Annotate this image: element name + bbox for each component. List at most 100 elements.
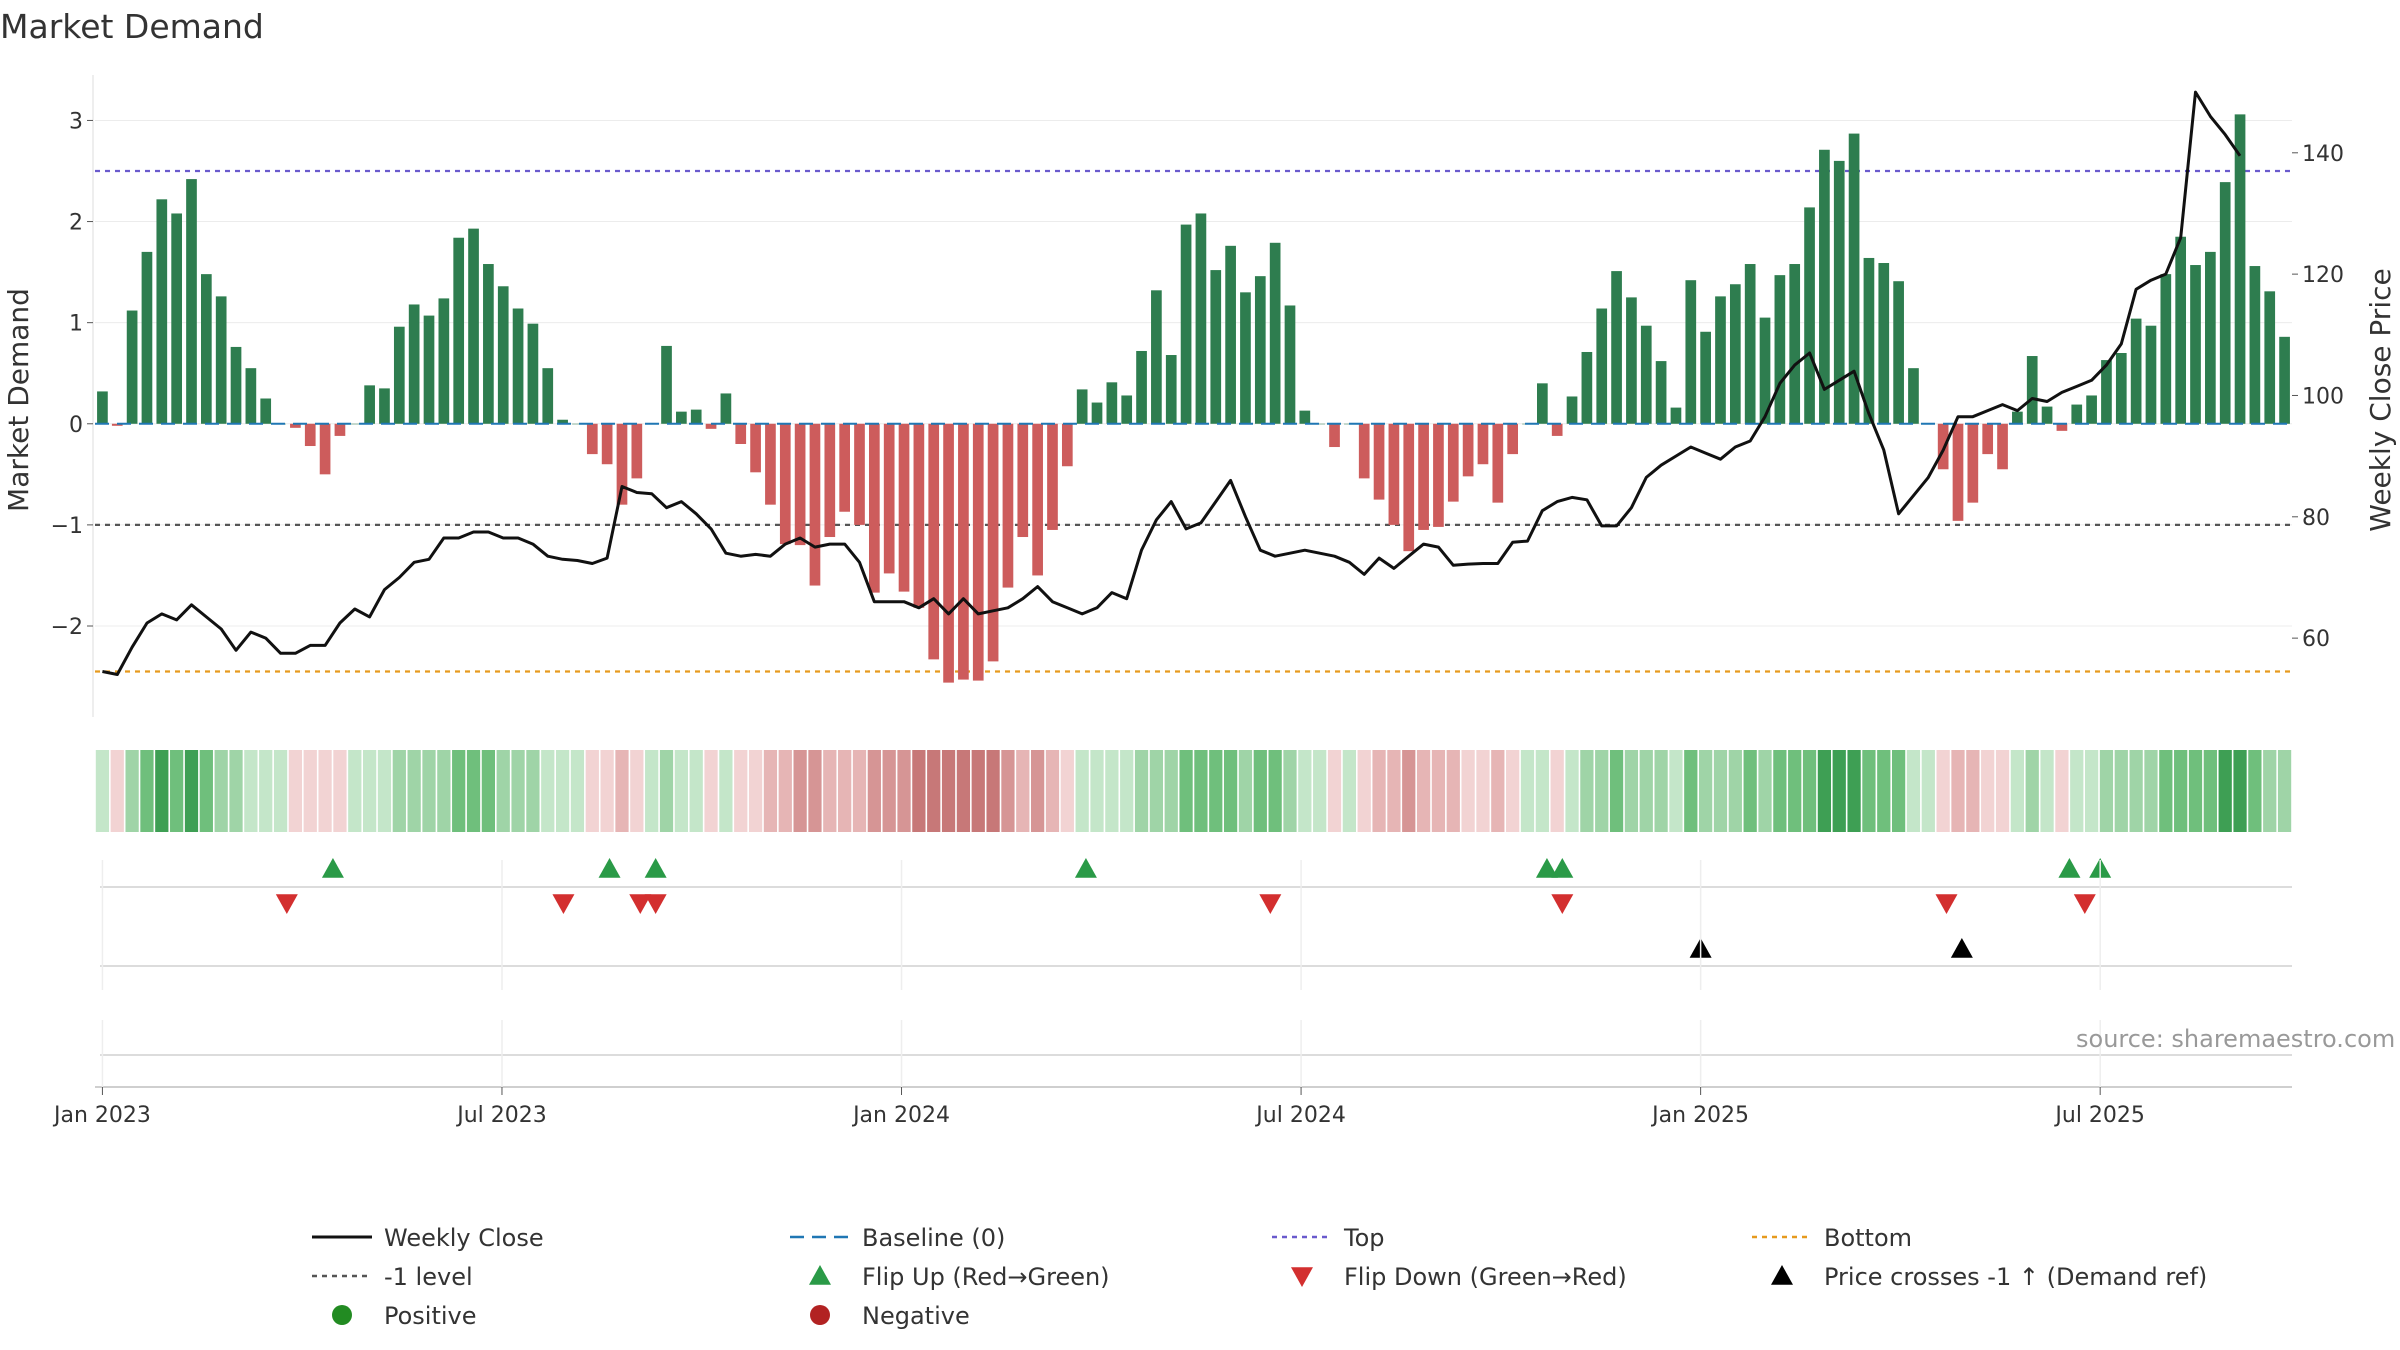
heat-cell bbox=[1713, 750, 1728, 832]
x-tick-label: Jan 2025 bbox=[1650, 1103, 1749, 1128]
legend-label: Price crosses -1 ↑ (Demand ref) bbox=[1824, 1263, 2207, 1291]
heat-cell bbox=[288, 750, 303, 832]
heat-cell bbox=[1238, 750, 1253, 832]
demand-bar bbox=[1729, 284, 1741, 424]
x-tick-label: Jan 2023 bbox=[52, 1103, 151, 1128]
heat-cell bbox=[1535, 750, 1549, 832]
demand-bar bbox=[364, 385, 375, 424]
heat-cell bbox=[1016, 750, 1030, 832]
heat-cell bbox=[1847, 750, 1861, 832]
demand-bar bbox=[438, 298, 450, 424]
left-y-ticks: 3 2 1 0 −1 −2 bbox=[51, 109, 93, 640]
heat-cell bbox=[1164, 750, 1178, 832]
heat-cell bbox=[1906, 750, 1921, 832]
demand-bar bbox=[958, 423, 969, 680]
legend-label: Baseline (0) bbox=[862, 1224, 1005, 1252]
demand-bar bbox=[1611, 271, 1622, 424]
demand-bar bbox=[735, 423, 747, 444]
heat-cell bbox=[2263, 750, 2277, 832]
heat-cell bbox=[689, 750, 703, 832]
demand-bar bbox=[1982, 423, 1994, 455]
heat-cell bbox=[1268, 750, 1282, 832]
demand-bar bbox=[111, 423, 123, 426]
heat-cell bbox=[363, 750, 377, 832]
demand-bar bbox=[2012, 411, 2023, 424]
y2-tick-label: 120 bbox=[2302, 263, 2344, 288]
demand-bar bbox=[1492, 423, 1504, 503]
demand-bar bbox=[1106, 382, 1118, 424]
demand-bar bbox=[497, 286, 509, 424]
heat-cell bbox=[2040, 750, 2054, 832]
demand-bar bbox=[215, 296, 227, 424]
heat-cell bbox=[1936, 750, 1950, 832]
heat-cell bbox=[1179, 750, 1193, 832]
heat-cell bbox=[273, 750, 288, 832]
heat-cell bbox=[1951, 750, 1965, 832]
heat-cell bbox=[1743, 750, 1757, 832]
demand-bar bbox=[913, 423, 925, 608]
heat-cell bbox=[1120, 750, 1134, 832]
heat-cell bbox=[2144, 750, 2158, 832]
demand-bar bbox=[1121, 395, 1133, 424]
heat-cell bbox=[214, 750, 228, 832]
demand-bar bbox=[868, 423, 880, 593]
heat-cell bbox=[600, 750, 614, 832]
heat-cell bbox=[1966, 750, 1980, 832]
heat-cell bbox=[674, 750, 688, 832]
demand-bar bbox=[319, 423, 331, 475]
heat-cell bbox=[986, 750, 1000, 832]
heat-cell bbox=[422, 750, 436, 832]
flip-up-marker bbox=[2058, 858, 2081, 878]
heat-cell bbox=[570, 750, 585, 832]
grid-lines bbox=[92, 75, 2292, 717]
demand-bar bbox=[1581, 351, 1593, 424]
demand-bar bbox=[2086, 395, 2097, 424]
heat-cell bbox=[1609, 750, 1624, 832]
demand-bar bbox=[245, 368, 257, 424]
demand-bar bbox=[898, 423, 910, 592]
heat-cell bbox=[1149, 750, 1164, 832]
demand-bar bbox=[334, 423, 346, 436]
demand-bar bbox=[1418, 423, 1429, 530]
demand-bar bbox=[1240, 292, 1251, 424]
demand-bar bbox=[141, 251, 153, 424]
heat-cell bbox=[1075, 750, 1089, 832]
demand-heat-strip bbox=[95, 750, 2292, 832]
y-tick-label: −1 bbox=[51, 514, 83, 539]
heat-cell bbox=[2203, 750, 2217, 832]
heat-cell bbox=[1194, 750, 1208, 832]
demand-bar bbox=[423, 315, 435, 424]
demand-bar bbox=[1061, 423, 1073, 467]
y2-tick-label: 80 bbox=[2302, 506, 2330, 531]
heat-cell bbox=[140, 750, 154, 832]
demand-bar bbox=[586, 423, 598, 455]
heat-cell bbox=[1995, 750, 2010, 832]
demand-bar bbox=[2234, 114, 2246, 424]
price-line-group bbox=[102, 90, 2242, 676]
demand-bar bbox=[601, 423, 613, 465]
heat-cell bbox=[95, 750, 110, 832]
heat-cell bbox=[2159, 750, 2173, 832]
heat-cell bbox=[956, 750, 971, 832]
heat-cell bbox=[748, 750, 763, 832]
flip-down-marker bbox=[1551, 894, 1574, 914]
demand-bar bbox=[720, 393, 732, 424]
demand-bar bbox=[1225, 245, 1236, 424]
heat-cell bbox=[2188, 750, 2203, 832]
demand-bar bbox=[1433, 423, 1444, 527]
demand-bar bbox=[1447, 423, 1459, 502]
demand-bar bbox=[616, 423, 628, 505]
heat-cell bbox=[2174, 750, 2188, 832]
demand-bar bbox=[1566, 396, 1578, 424]
heat-cell bbox=[1565, 750, 1579, 832]
demand-bar bbox=[1893, 281, 1904, 424]
legend: Weekly Close Baseline (0) Top Bottom -1 leve… bbox=[312, 1224, 2207, 1330]
chart-title: Market Demand bbox=[0, 7, 264, 46]
demand-bar bbox=[794, 423, 806, 546]
heat-cell bbox=[630, 750, 644, 832]
heat-cell bbox=[1862, 750, 1876, 832]
heat-cell bbox=[808, 750, 822, 832]
demand-bar bbox=[765, 423, 776, 505]
x-tick-label: Jul 2024 bbox=[1254, 1103, 1346, 1128]
heat-cell bbox=[734, 750, 748, 832]
